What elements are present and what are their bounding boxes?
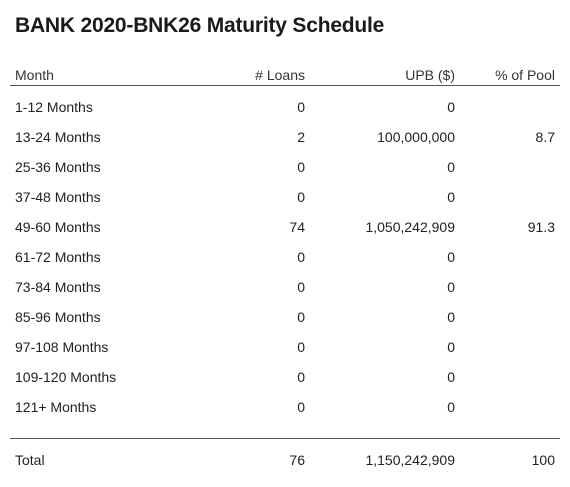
row-loans: 74 xyxy=(289,219,305,235)
row-upb: 0 xyxy=(447,99,455,115)
table-row: 73-84 Months 0 0 xyxy=(10,272,560,302)
row-month: 25-36 Months xyxy=(15,159,101,175)
row-month: 13-24 Months xyxy=(15,129,101,145)
row-upb: 1,050,242,909 xyxy=(365,219,455,235)
total-pool: 100 xyxy=(531,452,555,468)
row-loans: 0 xyxy=(297,159,305,175)
total-label: Total xyxy=(15,452,45,468)
table-header: Month # Loans UPB ($) % of Pool xyxy=(10,64,560,86)
row-loans: 0 xyxy=(297,369,305,385)
row-upb: 0 xyxy=(447,309,455,325)
row-loans: 0 xyxy=(297,279,305,295)
total-loans: 76 xyxy=(289,452,305,468)
table-row: 1-12 Months 0 0 xyxy=(10,92,560,122)
column-header-loans: # Loans xyxy=(255,67,305,83)
row-upb: 0 xyxy=(447,249,455,265)
table-row: 13-24 Months 2 100,000,000 8.7 xyxy=(10,122,560,152)
row-month: 109-120 Months xyxy=(15,369,117,385)
total-row: Total 76 1,150,242,909 100 xyxy=(10,445,560,475)
row-pool: 8.7 xyxy=(535,129,555,145)
table-row: 121+ Months 0 0 xyxy=(10,392,560,422)
row-upb: 100,000,000 xyxy=(377,129,455,145)
row-loans: 2 xyxy=(297,129,305,145)
column-header-upb: UPB ($) xyxy=(405,67,455,83)
row-loans: 0 xyxy=(297,99,305,115)
row-upb: 0 xyxy=(447,369,455,385)
row-upb: 0 xyxy=(447,399,455,415)
row-upb: 0 xyxy=(447,159,455,175)
row-loans: 0 xyxy=(297,399,305,415)
table-body: 1-12 Months 0 0 13-24 Months 2 100,000,0… xyxy=(10,86,560,422)
table-row: 49-60 Months 74 1,050,242,909 91.3 xyxy=(10,212,560,242)
row-upb: 0 xyxy=(447,339,455,355)
page-title: BANK 2020-BNK26 Maturity Schedule xyxy=(15,14,385,37)
row-loans: 0 xyxy=(297,309,305,325)
row-upb: 0 xyxy=(447,189,455,205)
total-divider xyxy=(10,422,560,439)
row-month: 37-48 Months xyxy=(15,189,101,205)
table-row: 109-120 Months 0 0 xyxy=(10,362,560,392)
row-month: 1-12 Months xyxy=(15,99,93,115)
table-row: 25-36 Months 0 0 xyxy=(10,152,560,182)
row-month: 97-108 Months xyxy=(15,339,109,355)
column-header-pool: % of Pool xyxy=(495,67,555,83)
table-row: 97-108 Months 0 0 xyxy=(10,332,560,362)
table-row: 85-96 Months 0 0 xyxy=(10,302,560,332)
row-month: 73-84 Months xyxy=(15,279,101,295)
maturity-table: Month # Loans UPB ($) % of Pool 1-12 Mon… xyxy=(10,64,560,475)
table-row: 61-72 Months 0 0 xyxy=(10,242,560,272)
column-header-month: Month xyxy=(15,67,54,83)
row-month: 61-72 Months xyxy=(15,249,101,265)
row-loans: 0 xyxy=(297,339,305,355)
total-upb: 1,150,242,909 xyxy=(365,452,455,468)
row-loans: 0 xyxy=(297,249,305,265)
row-pool: 91.3 xyxy=(527,219,555,235)
table-row: 37-48 Months 0 0 xyxy=(10,182,560,212)
row-upb: 0 xyxy=(447,279,455,295)
row-month: 85-96 Months xyxy=(15,309,101,325)
row-month: 49-60 Months xyxy=(15,219,101,235)
row-loans: 0 xyxy=(297,189,305,205)
row-month: 121+ Months xyxy=(15,399,97,415)
